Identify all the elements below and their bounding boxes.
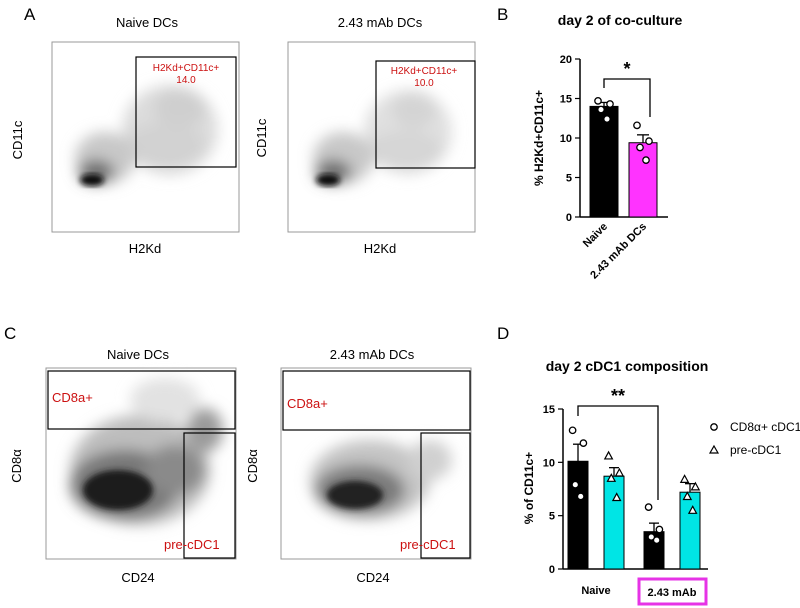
y-axis-label: CD8α bbox=[9, 449, 24, 483]
data-point bbox=[571, 480, 580, 489]
y-axis-label: % H2Kd+CD11c+ bbox=[532, 90, 546, 186]
gate-box bbox=[135, 56, 237, 168]
y-tick-label: 5 bbox=[566, 173, 572, 185]
data-point bbox=[679, 474, 690, 483]
gate-value: 10.0 bbox=[414, 78, 434, 89]
flow-plot-a1: Naive DCs H2Kd+CD11c+ 14.0 H2Kd CD11c bbox=[10, 15, 240, 256]
y-tick-label: 15 bbox=[560, 94, 572, 106]
flow-plot-a2: 2.43 mAb DCs H2Kd+CD11c+ 10.0 H2Kd CD11c bbox=[254, 15, 476, 256]
x-axis-label: H2Kd bbox=[129, 241, 162, 256]
plot-title: Naive DCs bbox=[116, 15, 179, 30]
data-point bbox=[568, 426, 577, 435]
data-point bbox=[611, 492, 622, 502]
data-point bbox=[652, 536, 661, 545]
flow-plot-c2: 2.43 mAb DCs CD8a+ pre-cDC1 CD24 CD8α bbox=[245, 347, 472, 585]
data-point bbox=[597, 105, 605, 114]
gate-label: H2Kd+CD11c+ bbox=[391, 66, 458, 77]
y-axis-label: CD11c bbox=[10, 120, 25, 159]
bar-chart-b: day 2 of co-culture % H2Kd+CD11c+ 0 5 10 15 20… bbox=[532, 12, 682, 281]
gate-top-label: CD8a+ bbox=[287, 396, 328, 411]
legend-label: CD8α+ cDC1 bbox=[730, 420, 800, 434]
y-tick-label: 10 bbox=[543, 457, 555, 469]
data-point bbox=[606, 473, 617, 482]
gate-right-label: pre-cDC1 bbox=[400, 537, 456, 552]
data-point bbox=[603, 115, 611, 123]
y-axis-label: CD11c bbox=[254, 118, 269, 157]
gate-top bbox=[47, 370, 236, 430]
data-point bbox=[682, 491, 693, 501]
bar-chart-d: day 2 cDC1 composition % of CD11c+ 0 5 10 15 N… bbox=[522, 358, 800, 606]
data-point bbox=[606, 100, 614, 108]
gate-right-label: pre-cDC1 bbox=[164, 537, 220, 552]
data-point bbox=[647, 533, 656, 541]
data-point bbox=[687, 505, 698, 514]
plot-title: 2.43 mAb DCs bbox=[330, 347, 415, 362]
plot-title: Naive DCs bbox=[107, 347, 170, 362]
panel-d-letter: D bbox=[497, 324, 509, 343]
gate-top-label: CD8a+ bbox=[52, 390, 93, 405]
x-axis-label: CD24 bbox=[121, 570, 154, 585]
y-tick-label: 10 bbox=[560, 133, 572, 145]
data-point bbox=[636, 143, 644, 152]
y-tick-label: 0 bbox=[549, 564, 555, 576]
bar bbox=[603, 475, 625, 570]
legend-marker-circle bbox=[710, 423, 718, 431]
gate-label: H2Kd+CD11c+ bbox=[153, 63, 220, 74]
significance-bracket bbox=[603, 78, 651, 117]
y-tick-label: 20 bbox=[560, 54, 572, 66]
bar bbox=[567, 460, 589, 570]
data-point bbox=[642, 156, 650, 164]
bar bbox=[628, 142, 658, 218]
panel-c-letter: C bbox=[4, 324, 16, 343]
data-point bbox=[614, 467, 625, 477]
gate-box bbox=[375, 60, 476, 169]
data-point bbox=[576, 492, 585, 501]
density-cloud bbox=[75, 85, 218, 184]
plot-title: 2.43 mAb DCs bbox=[338, 15, 423, 30]
x-tick-label: Naive bbox=[581, 221, 610, 250]
x-axis-label: H2Kd bbox=[364, 241, 397, 256]
x-tick-label: 2.43 mAb bbox=[648, 587, 697, 599]
data-point bbox=[594, 97, 602, 105]
gate-right bbox=[183, 432, 236, 559]
panel-a-letter: A bbox=[24, 5, 36, 24]
y-tick-label: 15 bbox=[543, 404, 555, 416]
gate-top bbox=[282, 370, 471, 431]
density-core bbox=[327, 481, 383, 509]
chart-title: day 2 of co-culture bbox=[558, 12, 683, 28]
significance-mark: * bbox=[623, 59, 630, 79]
legend-label: pre-cDC1 bbox=[730, 443, 782, 457]
data-point bbox=[655, 525, 664, 534]
y-axis-label: % of CD11c+ bbox=[522, 452, 536, 524]
density-core bbox=[316, 174, 340, 186]
significance-bracket bbox=[577, 405, 659, 500]
data-point bbox=[690, 481, 701, 491]
y-axis-label: CD8α bbox=[245, 449, 260, 483]
chart-title: day 2 cDC1 composition bbox=[546, 358, 709, 374]
y-tick-label: 0 bbox=[566, 212, 572, 224]
bar bbox=[679, 491, 701, 570]
data-point bbox=[645, 137, 653, 146]
panel-b-letter: B bbox=[497, 5, 508, 24]
data-point bbox=[644, 503, 653, 511]
density-core bbox=[80, 174, 104, 186]
data-point bbox=[603, 450, 614, 460]
data-point bbox=[579, 439, 588, 447]
flow-plot-c1: Naive DCs CD8a+ pre-cDC1 CD24 CD8α bbox=[9, 347, 237, 585]
highlight-box bbox=[637, 577, 708, 606]
gate-value: 14.0 bbox=[176, 75, 196, 86]
data-point bbox=[633, 121, 641, 130]
x-tick-label: Naive bbox=[581, 585, 610, 597]
significance-mark: ** bbox=[611, 386, 625, 406]
legend-marker-triangle bbox=[708, 444, 720, 454]
density-core bbox=[83, 470, 153, 510]
x-axis-label: CD24 bbox=[356, 570, 389, 585]
y-tick-label: 5 bbox=[549, 511, 555, 523]
bar bbox=[589, 105, 619, 218]
gate-right bbox=[420, 432, 471, 559]
